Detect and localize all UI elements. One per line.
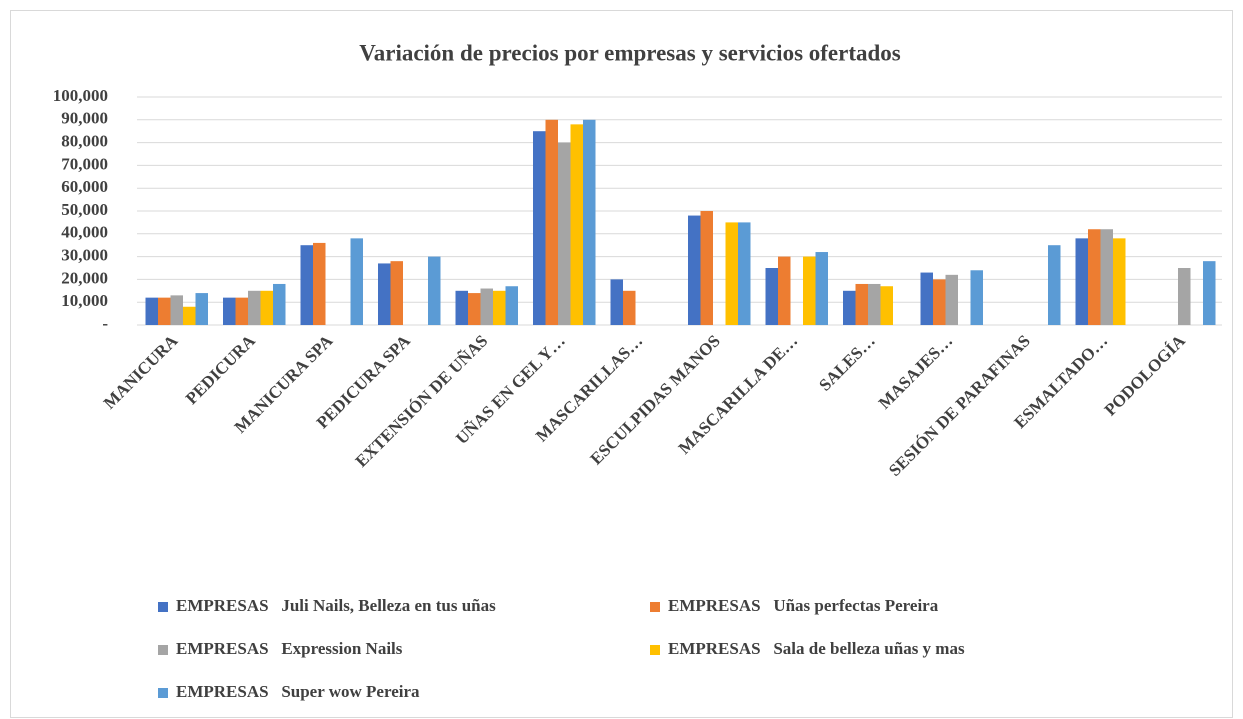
bar xyxy=(300,245,313,325)
bar xyxy=(738,222,751,325)
bar xyxy=(623,290,636,325)
bar xyxy=(610,279,623,325)
bar xyxy=(1048,245,1061,325)
legend-swatch xyxy=(158,602,168,612)
bar xyxy=(815,252,828,325)
bar xyxy=(778,256,791,325)
bar xyxy=(1203,261,1216,325)
bar xyxy=(1088,229,1101,325)
y-tick-label: 100,000 xyxy=(53,86,108,105)
legend-swatch xyxy=(650,602,660,612)
bar xyxy=(480,288,493,325)
bar xyxy=(505,286,518,325)
bar xyxy=(545,119,558,325)
bar xyxy=(765,268,778,325)
legend-label: EMPRESAS Expression Nails xyxy=(176,639,403,658)
y-tick-label: 90,000 xyxy=(61,109,108,128)
legend-label: EMPRESAS Juli Nails, Belleza en tus uñas xyxy=(176,596,496,615)
bar xyxy=(170,295,183,325)
bar xyxy=(933,279,946,325)
bar xyxy=(493,290,506,325)
y-tick-label: 70,000 xyxy=(61,154,108,173)
bar xyxy=(183,306,196,325)
bar xyxy=(945,274,958,325)
bar xyxy=(843,290,856,325)
y-tick-label: 80,000 xyxy=(61,132,108,151)
bar xyxy=(145,297,158,325)
bar xyxy=(725,222,738,325)
bar xyxy=(880,286,893,325)
y-tick-label: 50,000 xyxy=(61,200,108,219)
bar xyxy=(350,238,363,325)
bar xyxy=(455,290,468,325)
legend-swatch xyxy=(158,645,168,655)
legend-label: EMPRESAS Super wow Pereira xyxy=(176,682,420,701)
bar xyxy=(533,131,546,325)
bar xyxy=(1075,238,1088,325)
chart-border xyxy=(10,10,1233,718)
bar xyxy=(970,270,983,325)
bar xyxy=(260,290,273,325)
y-tick-label: 40,000 xyxy=(61,223,108,242)
bar xyxy=(223,297,236,325)
bar xyxy=(235,297,248,325)
bar xyxy=(700,211,713,325)
bar xyxy=(583,119,596,325)
bar xyxy=(378,263,391,325)
bar xyxy=(468,293,481,325)
y-tick-label: 30,000 xyxy=(61,246,108,265)
y-tick-label: 10,000 xyxy=(61,291,108,310)
y-tick-label: - xyxy=(102,314,108,333)
bar xyxy=(558,142,571,325)
bar xyxy=(195,293,208,325)
legend-label: EMPRESAS Sala de belleza uñas y mas xyxy=(668,639,965,658)
bar xyxy=(1100,229,1113,325)
chart-title: Variación de precios por empresas y serv… xyxy=(359,40,901,65)
bar xyxy=(158,297,171,325)
bar xyxy=(570,124,583,325)
bar xyxy=(868,283,881,325)
bar xyxy=(803,256,816,325)
bar xyxy=(248,290,261,325)
bar xyxy=(688,215,701,325)
legend-label: EMPRESAS Uñas perfectas Pereira xyxy=(668,596,939,615)
y-tick-label: 20,000 xyxy=(61,268,108,287)
bar xyxy=(313,242,326,325)
bar xyxy=(920,272,933,325)
legend-swatch xyxy=(158,688,168,698)
bar xyxy=(390,261,403,325)
bar xyxy=(855,283,868,325)
bar xyxy=(428,256,441,325)
legend-swatch xyxy=(650,645,660,655)
bar xyxy=(1178,268,1191,325)
bar xyxy=(1113,238,1126,325)
bar xyxy=(273,283,286,325)
y-tick-label: 60,000 xyxy=(61,177,108,196)
